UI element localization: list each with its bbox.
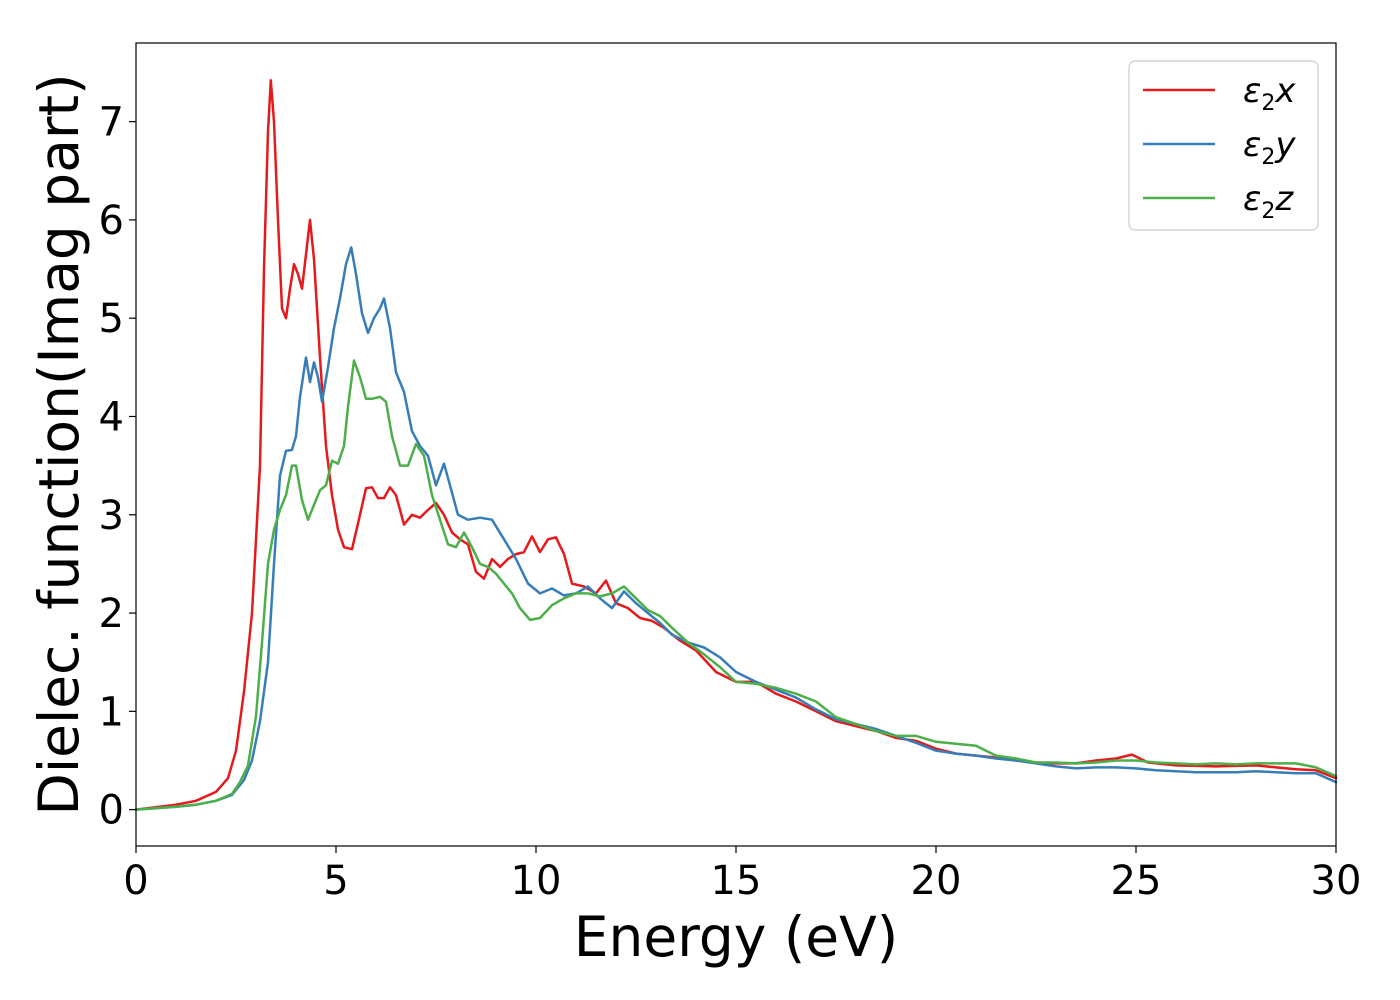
legend-label-y: ε2y: [1243, 125, 1296, 170]
series-layer: [134, 79, 1338, 811]
x-tick-label: 15: [711, 858, 762, 904]
y-tick-label: 2: [99, 591, 124, 637]
x-tick-label: 25: [1111, 858, 1162, 904]
y-tick-label: 0: [99, 788, 124, 834]
y-tick-label: 1: [99, 689, 124, 735]
y-tick-label: 7: [99, 100, 124, 146]
y-tick-label: 4: [99, 394, 124, 440]
x-tick-label: 20: [911, 858, 962, 904]
x-tick-label: 0: [123, 858, 148, 904]
legend-entries: ε2x ε2y ε2z: [1143, 71, 1296, 224]
legend-label-x: ε2x: [1243, 71, 1296, 116]
x-tick-label: 10: [511, 858, 562, 904]
x-axis-title: Energy (eV): [574, 905, 898, 969]
legend-label-z: ε2z: [1243, 179, 1294, 224]
legend-box: [1128, 60, 1319, 231]
y-tick-label: 6: [99, 198, 124, 244]
y-tick-label: 5: [99, 296, 124, 342]
series-line-z: [134, 359, 1338, 811]
legend: ε2x ε2y ε2z: [1128, 60, 1319, 231]
x-axis: 0 5 10 15 20 25 30: [123, 846, 1361, 904]
y-tick-label: 3: [99, 493, 124, 539]
x-tick-label: 30: [1311, 858, 1362, 904]
y-axis: 0 1 2 3 4 5 6 7: [99, 100, 136, 834]
x-tick-label: 5: [323, 858, 348, 904]
y-axis-title: Dielec. function(Imag part): [27, 73, 91, 815]
